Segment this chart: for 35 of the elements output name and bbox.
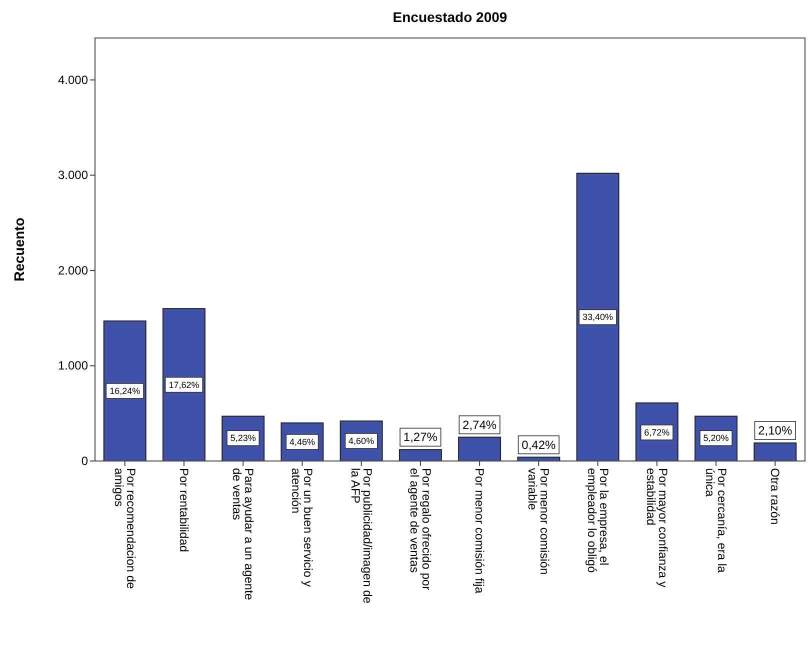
bar bbox=[576, 172, 620, 462]
annotation: 0,42% bbox=[522, 438, 556, 452]
annotation: 6,72% bbox=[644, 427, 670, 438]
annotation: 4,46% bbox=[289, 436, 315, 447]
y-tick-label: 1.000 bbox=[58, 358, 88, 373]
annotation: 5,20% bbox=[703, 433, 729, 444]
annotation: 4,60% bbox=[348, 436, 374, 446]
bar bbox=[103, 320, 146, 462]
annotation: 5,23% bbox=[230, 433, 256, 444]
annotation: 16,24% bbox=[110, 386, 140, 396]
x-tick-label: Por rentabilidad bbox=[176, 468, 191, 552]
y-tick-label: 4.000 bbox=[58, 72, 88, 87]
y-tick-label: 2.000 bbox=[58, 263, 88, 278]
x-tick-label: Por mayor confianza y estabilidad bbox=[644, 468, 670, 588]
bar bbox=[162, 308, 206, 462]
bar bbox=[754, 442, 797, 462]
x-tick-label: Por recomendacion de amigos bbox=[112, 468, 138, 590]
y-tick-label: 3.000 bbox=[58, 168, 88, 182]
x-tick-label: Para ayudar a un agente de ventas bbox=[230, 468, 256, 600]
y-tick-label: 0 bbox=[81, 454, 88, 468]
annotation: 2,74% bbox=[462, 418, 497, 432]
annotation: 1,27% bbox=[403, 430, 438, 444]
bar bbox=[458, 436, 502, 462]
x-tick-label: Otra razón bbox=[768, 468, 782, 525]
x-tick-label: Por publicidad/imagen de la AFP bbox=[348, 468, 374, 604]
x-tick-label: Por menor comisión fija bbox=[472, 468, 487, 594]
annotation: 17,62% bbox=[168, 380, 200, 390]
y-axis-title: Recuento bbox=[11, 218, 27, 282]
x-tick-label: Por menor comisión variable bbox=[526, 468, 552, 575]
annotation: 2,10% bbox=[758, 424, 792, 438]
x-tick-label: Por un buen servicio y atención bbox=[289, 468, 316, 587]
chart-title: Encuestado 2009 bbox=[392, 9, 508, 25]
bar bbox=[398, 449, 442, 462]
annotation: 33,40% bbox=[582, 312, 614, 322]
x-tick-label: Por cercanía, era la única bbox=[703, 468, 730, 574]
